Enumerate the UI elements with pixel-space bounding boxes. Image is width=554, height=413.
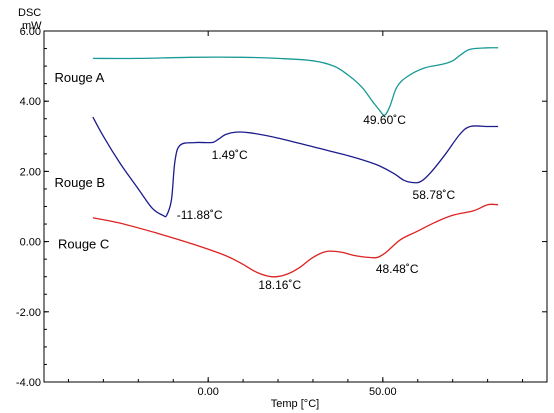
y-axis-title-line1: DSC — [18, 7, 41, 19]
x-tick-label: 0.00 — [197, 386, 218, 398]
y-tick-label: 4.00 — [20, 96, 41, 108]
peak-annotation: 18.16˚C — [258, 278, 301, 292]
series-line-rouge-b — [92, 116, 499, 218]
series-label-rouge-a: Rouge A — [54, 70, 104, 85]
series-line-rouge-c — [92, 203, 499, 278]
y-tick-label: 0.00 — [20, 237, 41, 249]
peak-annotation: 1.49˚C — [212, 148, 248, 162]
series-layer — [92, 47, 499, 278]
series-label-rouge-b: Rouge B — [54, 175, 105, 190]
x-axis-title: Temp [°C] — [271, 398, 319, 410]
x-tick-label: 50.00 — [369, 386, 397, 398]
y-tick-label: -2.00 — [16, 307, 41, 319]
plot-area — [43, 30, 548, 383]
series-labels: Rouge A Rouge B Rouge C — [54, 70, 109, 252]
peak-annotation: 48.48˚C — [376, 262, 419, 276]
y-tick-label: 6.00 — [20, 26, 41, 38]
x-axis-ticks: 0.00 50.00 — [67, 31, 524, 398]
y-axis-ticks: 6.00 4.00 2.00 0.00 -2.00 -4.00 — [16, 26, 547, 389]
annotations: 49.60˚C 1.49˚C -11.88˚C 58.78˚C 18.16˚C 48.48… — [177, 113, 456, 292]
y-tick-label: -4.00 — [16, 377, 41, 389]
peak-annotation: 49.60˚C — [363, 113, 406, 127]
series-line-rouge-a — [92, 47, 499, 116]
y-tick-label: 2.00 — [20, 166, 41, 178]
peak-annotation: -11.88˚C — [177, 208, 223, 222]
peak-annotation: 58.78˚C — [413, 188, 456, 202]
y-axis-title-line2: mW — [22, 20, 42, 32]
series-label-rouge-c: Rouge C — [58, 237, 109, 252]
